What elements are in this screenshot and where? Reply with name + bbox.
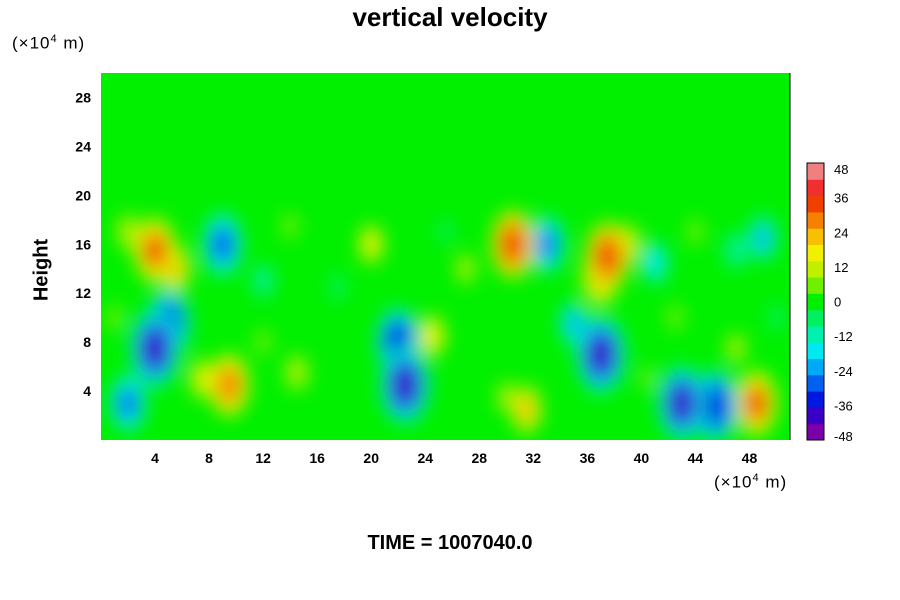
velocity-cell [110, 310, 119, 325]
colorbar-tick-label: 0 [834, 295, 841, 310]
colorbar-band [807, 211, 824, 229]
colorbar-tick-label: -12 [834, 329, 853, 344]
x-tick-label: 16 [309, 450, 325, 466]
velocity-cell [461, 261, 471, 277]
velocity-cell [365, 234, 378, 254]
velocity-cell [644, 372, 652, 385]
y-unit-prefix: (×10 [12, 33, 51, 53]
colorbar-tick-label: -24 [834, 364, 853, 379]
colorbar-tick-label: -36 [834, 398, 853, 413]
time-readout: TIME = 1007040.0 [0, 532, 900, 555]
x-tick-labels: 4 8 12 16 20 24 28 32 36 40 44 48 [151, 450, 757, 466]
x-tick-label: 40 [634, 450, 650, 466]
colorbar-band [807, 195, 824, 213]
velocity-cell [772, 310, 781, 325]
y-tick-label: 24 [75, 138, 91, 154]
velocity-cell [258, 335, 268, 349]
x-tick-label: 24 [417, 450, 433, 466]
velocity-cell [597, 240, 618, 273]
colorbar-tick-label: 48 [834, 162, 848, 177]
x-tick-label: 4 [151, 450, 159, 466]
y-unit-exponent: 4 [50, 33, 58, 45]
velocity-cell [501, 389, 511, 405]
colorbar-band [807, 309, 824, 327]
x-unit-prefix: (×10 [714, 472, 753, 492]
velocity-cell [731, 340, 741, 356]
velocity-cell [730, 241, 742, 260]
velocity-cell [441, 225, 450, 239]
y-tick-labels: 4 8 12 16 20 24 28 [75, 89, 91, 399]
velocity-cell [213, 230, 232, 259]
velocity-cell [671, 386, 693, 421]
x-tick-label: 12 [255, 450, 271, 466]
velocity-cell [291, 363, 303, 382]
velocity-cell [538, 231, 555, 258]
velocity-cell [589, 336, 613, 372]
velocity-cell [145, 235, 165, 266]
velocity-cell [503, 228, 523, 260]
y-unit-suffix: m) [57, 33, 86, 53]
velocity-cell [756, 227, 770, 249]
velocity-cell [285, 219, 295, 233]
velocity-cell [567, 312, 581, 335]
velocity-cell [220, 370, 239, 400]
colorbar-band [807, 325, 824, 343]
y-tick-label: 20 [75, 187, 91, 203]
velocity-cell [705, 389, 727, 422]
colorbar-band [807, 179, 824, 197]
colorbar-tick-label: 24 [834, 225, 848, 240]
colorbar-tick-label: -48 [834, 429, 853, 444]
x-tick-label: 28 [471, 450, 487, 466]
velocity-cell [333, 280, 342, 294]
x-tick-label: 36 [580, 450, 596, 466]
velocity-cell [122, 223, 134, 241]
x-tick-label: 8 [205, 450, 213, 466]
velocity-cell [691, 225, 700, 239]
velocity-cell [746, 388, 766, 419]
velocity-cell [258, 272, 269, 290]
chart-title: vertical velocity [352, 2, 548, 32]
colorbar-frame [806, 162, 825, 441]
colorbar-band [807, 407, 824, 425]
x-tick-label: 44 [688, 450, 704, 466]
x-tick-label: 20 [363, 450, 379, 466]
x-unit-suffix: m) [759, 472, 788, 492]
colorbar-band [807, 277, 824, 294]
colorbar-band [807, 244, 824, 262]
y-tick-label: 16 [75, 236, 91, 252]
velocity-cell [519, 397, 534, 421]
x-unit-exponent: 4 [752, 472, 760, 484]
colorbar: 48 36 24 12 0 -12 -24 -36 -48 [806, 162, 853, 444]
velocity-cell [671, 310, 680, 325]
colorbar-tick-label: 36 [834, 191, 848, 206]
velocity-cell [143, 330, 167, 366]
time-label: TIME = 1007040.0 [367, 532, 533, 554]
x-tick-label: 32 [526, 450, 542, 466]
colorbar-band [807, 423, 824, 441]
colorbar-band [807, 342, 824, 360]
colorbar-band [807, 358, 824, 376]
velocity-cell [119, 390, 137, 417]
colorbar-band [807, 260, 824, 278]
x-tick-label: 48 [742, 450, 758, 466]
velocity-cell [425, 325, 439, 347]
plot-area [101, 73, 791, 440]
colorbar-band [807, 391, 824, 408]
y-axis-unit: (×104 m) [12, 33, 85, 54]
velocity-cell [648, 252, 662, 273]
y-tick-label: 4 [83, 383, 91, 399]
velocity-cell [196, 369, 209, 389]
colorbar-band [807, 163, 824, 180]
velocity-cell [393, 367, 417, 403]
colorbar-tick-label: 12 [834, 260, 848, 275]
colorbar-band [807, 228, 824, 245]
y-tick-label: 28 [75, 89, 91, 105]
colorbar-band [807, 293, 824, 311]
y-tick-label: 12 [75, 285, 91, 301]
colorbar-band [807, 374, 824, 392]
y-tick-label: 8 [83, 334, 91, 350]
x-axis-unit: (×104 m) [714, 472, 787, 493]
